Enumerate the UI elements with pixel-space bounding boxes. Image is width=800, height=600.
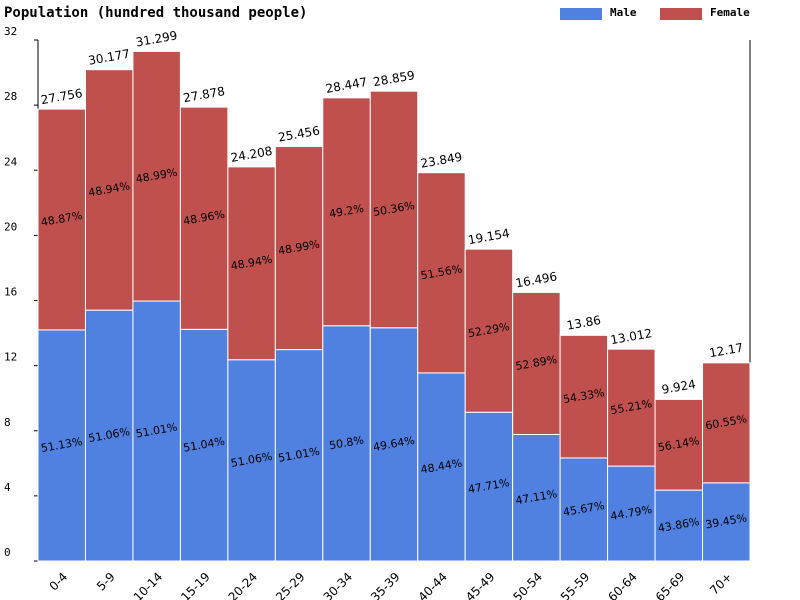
total-label: 28.447 xyxy=(325,75,369,96)
total-label: 27.756 xyxy=(40,86,84,107)
y-tick-label: 20 xyxy=(4,220,17,233)
x-tick-label: 60-64 xyxy=(605,570,640,600)
share-label: 50.8% xyxy=(328,433,365,452)
total-label: 31.299 xyxy=(135,28,179,49)
total-label: 9.924 xyxy=(661,377,697,397)
x-tick-label: 65-69 xyxy=(653,570,688,600)
bar-segment xyxy=(702,362,751,484)
x-tick-label: 15-19 xyxy=(178,570,213,600)
total-label: 27.878 xyxy=(182,84,226,105)
bar-segment xyxy=(369,327,419,562)
x-tick-label: 35-39 xyxy=(368,570,403,600)
total-label: 30.177 xyxy=(87,47,131,68)
bar-segment xyxy=(464,248,514,413)
y-tick-label: 28 xyxy=(4,90,17,103)
total-label: 19.154 xyxy=(467,226,511,247)
x-tick-label: 0-4 xyxy=(47,570,71,594)
bar-segment xyxy=(132,50,181,302)
bar-segment xyxy=(179,106,229,330)
bar-segment xyxy=(37,108,86,331)
bar-segment xyxy=(84,309,134,562)
bar-segment xyxy=(607,348,656,467)
bar-segment xyxy=(227,359,276,562)
x-tick-label: 5-9 xyxy=(94,570,118,594)
bar-segment xyxy=(417,372,466,562)
bar-segment xyxy=(417,172,466,374)
total-label: 28.859 xyxy=(372,68,416,89)
share-label: 49.2% xyxy=(328,202,365,221)
total-label: 13.012 xyxy=(609,326,653,347)
total-label: 25.456 xyxy=(277,124,321,145)
x-tick-label: 45-49 xyxy=(463,570,498,600)
total-label: 24.208 xyxy=(230,144,274,165)
total-label: 16.496 xyxy=(514,269,558,290)
y-tick-label: 0 xyxy=(4,546,11,559)
total-label: 13.86 xyxy=(566,313,602,333)
legend-label: Male xyxy=(610,6,637,19)
y-tick-label: 12 xyxy=(4,351,17,364)
x-tick-label: 50-54 xyxy=(510,570,545,600)
x-tick-label: 70+ xyxy=(707,570,735,598)
bar-segment xyxy=(654,489,704,562)
bar-segment xyxy=(369,90,419,329)
x-tick-label: 25-29 xyxy=(273,570,308,600)
y-tick-label: 24 xyxy=(4,155,18,168)
chart-title: Population (hundred thousand people) xyxy=(4,5,307,21)
x-tick-label: 10-14 xyxy=(131,570,166,600)
y-tick-label: 16 xyxy=(4,286,17,299)
y-tick-label: 32 xyxy=(4,25,17,38)
x-tick-label: 55-59 xyxy=(558,570,593,600)
total-label: 23.849 xyxy=(419,150,463,171)
legend-label: Female xyxy=(710,6,750,19)
bar-segment xyxy=(512,433,561,562)
x-tick-label: 30-34 xyxy=(321,570,356,600)
y-tick-label: 4 xyxy=(4,481,11,494)
total-label: 12.17 xyxy=(708,340,744,360)
bar-segment xyxy=(274,146,324,351)
bar-segment xyxy=(702,482,751,562)
y-tick-label: 8 xyxy=(4,416,11,429)
x-tick-label: 20-24 xyxy=(226,570,261,600)
bar-segment xyxy=(559,334,609,459)
bar-segment xyxy=(274,349,324,562)
bar-segment xyxy=(37,329,86,562)
legend-swatch xyxy=(660,8,702,20)
bar-segment xyxy=(132,300,181,562)
bar-segment xyxy=(512,291,561,435)
bar-segment xyxy=(227,166,276,361)
x-tick-label: 40-44 xyxy=(416,570,451,600)
bar-segment xyxy=(179,328,229,562)
legend-swatch xyxy=(560,8,602,20)
